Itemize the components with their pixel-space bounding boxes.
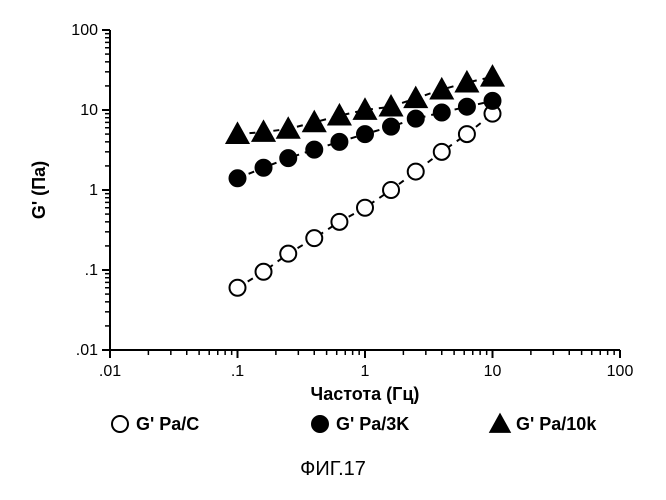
legend-item-2: G' Pa/10k [490,414,598,434]
svg-text:10: 10 [80,102,98,119]
svg-text:1: 1 [89,182,98,199]
svg-text:100: 100 [71,22,98,39]
svg-text:.1: .1 [85,262,98,279]
svg-text:10: 10 [484,363,502,380]
x-axis-label: Частота (Гц) [311,384,420,404]
svg-text:100: 100 [607,363,634,380]
y-axis-label: G' (Па) [29,161,49,219]
legend-label: G' Pa/C [136,414,199,434]
svg-text:1: 1 [361,363,370,380]
rheology-chart: .01 .1 1 10 100 .01 .1 1 10 100 Частота (Гц) G' (Па… [0,0,666,500]
svg-text:.01: .01 [76,342,98,359]
legend-label: G' Pa/3K [336,414,409,434]
svg-text:.1: .1 [231,363,244,380]
legend-label: G' Pa/10k [516,414,597,434]
svg-text:.01: .01 [99,363,121,380]
legend-item-1: G' Pa/3K [312,414,409,434]
figure-caption: ФИГ.17 [300,458,366,480]
legend-item-0: G' Pa/C [112,414,199,434]
